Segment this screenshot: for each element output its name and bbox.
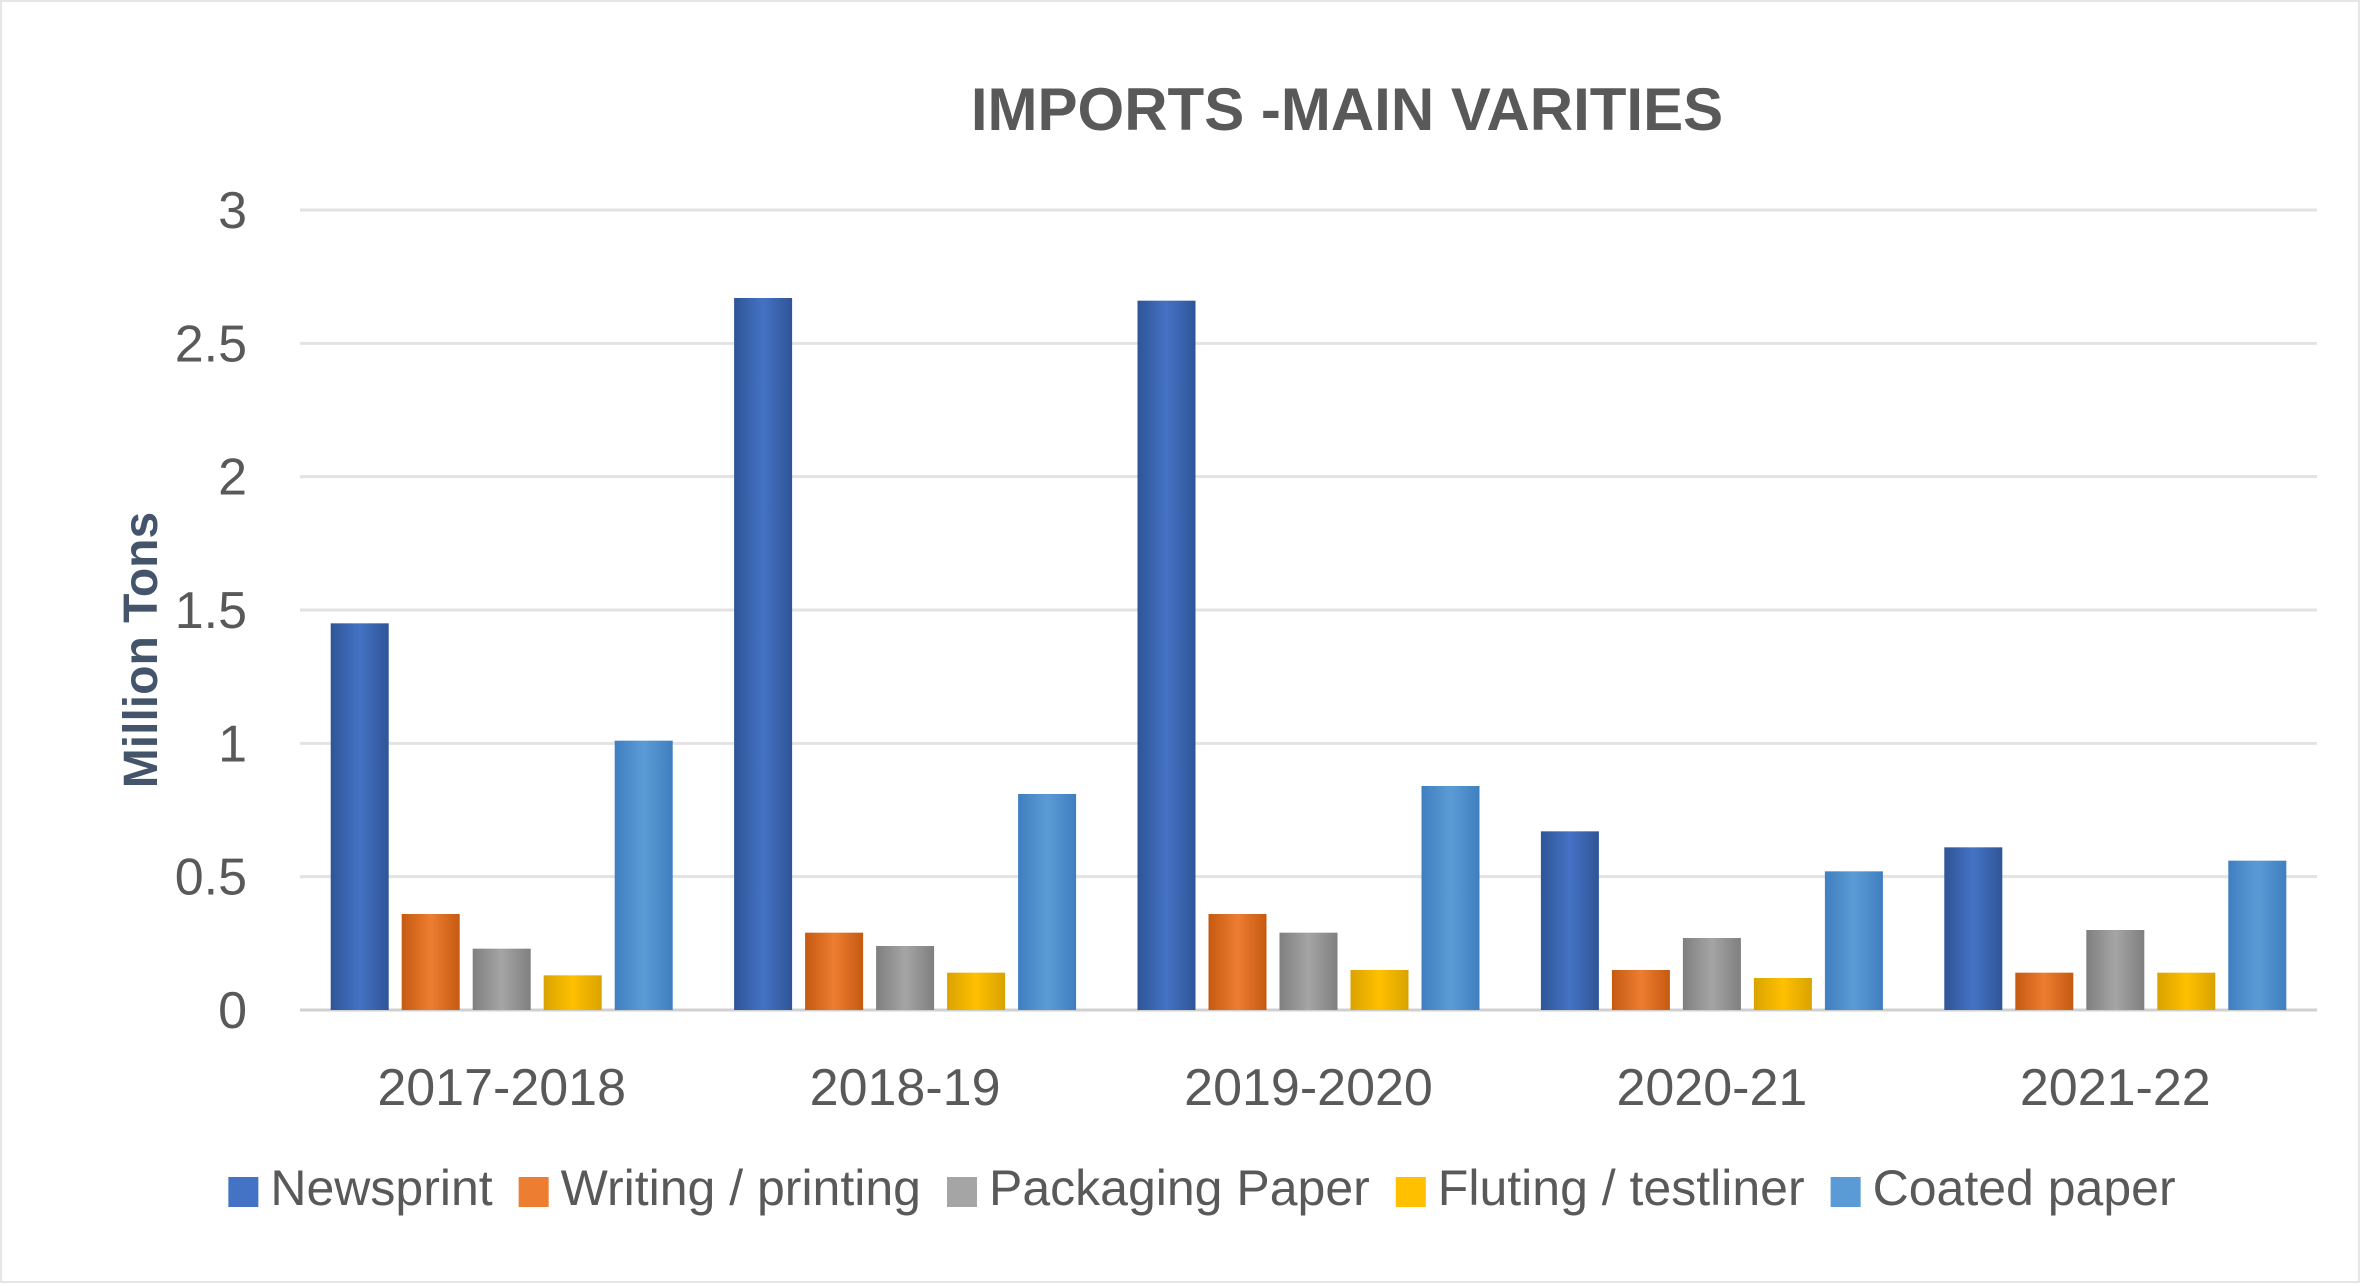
y-tick-label: 1 (218, 715, 247, 773)
y-tick-label: 0 (218, 982, 247, 1040)
legend-swatch (946, 1177, 977, 1207)
bar-newsprint-2019-2020 (1137, 300, 1196, 1011)
bar-packaging-paper-2019-2020 (1279, 932, 1338, 1010)
legend-label: Packaging Paper (989, 1160, 1370, 1216)
bar-writing-printing-2021-22 (2015, 972, 2074, 1010)
bar-writing-printing-2020-21 (1611, 970, 1670, 1010)
legend-swatch (518, 1177, 549, 1207)
y-tick-label: 0.5 (175, 849, 247, 907)
bar-coated-paper-2019-2020 (1421, 786, 1480, 1010)
legend: Newsprint Writing / printing Packaging Pap… (228, 1160, 2176, 1216)
chart-title: IMPORTS -MAIN VARITIES (971, 76, 1723, 143)
legend-swatch (228, 1177, 259, 1207)
bar-coated-paper-2017-2018 (614, 740, 673, 1010)
x-tick-label: 2017-2018 (377, 1059, 626, 1117)
legend-label: Fluting / testliner (1438, 1160, 1805, 1216)
x-tick-label: 2020-21 (1616, 1059, 1807, 1117)
bar-writing-printing-2019-2020 (1208, 914, 1267, 1010)
x-tick-label: 2019-2020 (1184, 1059, 1433, 1117)
bar-newsprint-2017-2018 (330, 623, 389, 1010)
y-axis-ticks: 0 0.5 1 1.5 2 2.5 3 (175, 182, 247, 1040)
bar-packaging-paper-2018-19 (876, 946, 935, 1010)
bar-newsprint-2020-21 (1540, 831, 1599, 1010)
bar-fluting-testliner-2018-19 (947, 972, 1006, 1010)
bar-newsprint-2021-22 (1944, 847, 2003, 1010)
x-tick-label: 2021-22 (2020, 1059, 2211, 1117)
y-tick-label: 1.5 (175, 582, 247, 640)
bar-packaging-paper-2017-2018 (472, 948, 531, 1010)
bar-packaging-paper-2021-22 (2086, 930, 2145, 1010)
bar-fluting-testliner-2021-22 (2157, 972, 2216, 1010)
legend-label: Coated paper (1873, 1160, 2176, 1216)
legend-label: Newsprint (270, 1160, 492, 1216)
bar-coated-paper-2021-22 (2228, 860, 2287, 1010)
legend-label: Writing / printing (561, 1160, 921, 1216)
bar-coated-paper-2018-19 (1018, 794, 1077, 1010)
bars (330, 298, 2287, 1011)
y-tick-label: 2.5 (175, 315, 247, 373)
gridlines (300, 208, 2317, 1012)
legend-swatch (1395, 1177, 1426, 1207)
bar-fluting-testliner-2017-2018 (543, 975, 602, 1010)
bar-fluting-testliner-2019-2020 (1350, 970, 1409, 1010)
bar-coated-paper-2020-21 (1824, 871, 1883, 1010)
y-axis-title: Million Tons (115, 512, 168, 788)
bar-writing-printing-2018-19 (805, 932, 864, 1010)
y-tick-label: 3 (218, 182, 247, 240)
bar-writing-printing-2017-2018 (401, 914, 460, 1010)
x-axis-ticks: 2017-2018 2018-19 2019-2020 2020-21 2021-22 (377, 1059, 2210, 1117)
bar-newsprint-2018-19 (734, 298, 793, 1010)
x-tick-label: 2018-19 (810, 1059, 1001, 1117)
bar-fluting-testliner-2020-21 (1753, 978, 1812, 1010)
y-tick-label: 2 (218, 449, 247, 507)
legend-swatch (1830, 1177, 1861, 1207)
bar-packaging-paper-2020-21 (1682, 938, 1741, 1010)
